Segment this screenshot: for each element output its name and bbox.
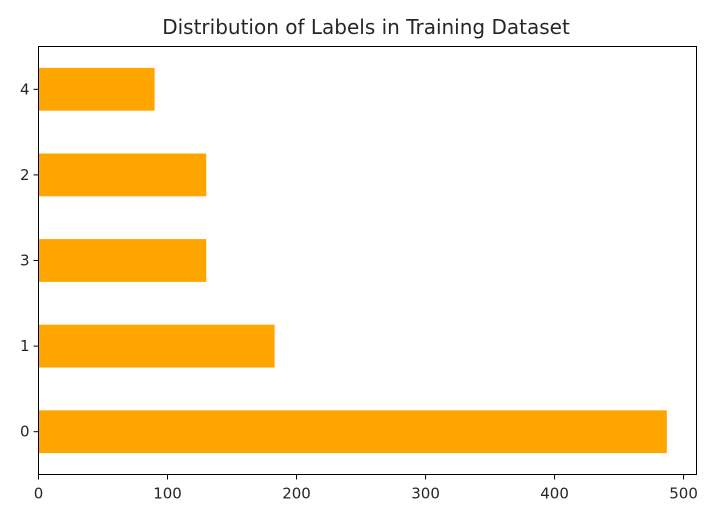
plot-frame <box>38 46 697 475</box>
bars-layer <box>38 67 667 454</box>
x-tick-label-400: 400 <box>540 485 569 503</box>
bar-3 <box>38 239 207 282</box>
bar-1 <box>38 324 275 368</box>
y-tick-label-4: 4 <box>20 80 30 98</box>
y-tick-label-0: 0 <box>20 423 30 441</box>
bar-0 <box>38 410 667 454</box>
x-tick-label-100: 100 <box>153 485 182 503</box>
x-tick-label-300: 300 <box>411 485 440 503</box>
bar-2 <box>38 153 207 197</box>
y-axis: 0 1 3 2 4 <box>20 80 39 441</box>
x-axis: 0 100 200 300 400 500 <box>34 474 698 503</box>
bar-4 <box>38 67 155 111</box>
y-tick-label-1: 1 <box>20 337 30 355</box>
x-tick-label-0: 0 <box>34 485 44 503</box>
y-tick-label-2: 2 <box>20 166 30 184</box>
x-tick-label-200: 200 <box>282 485 311 503</box>
y-tick-label-3: 3 <box>20 252 30 270</box>
chart-title: Distribution of Labels in Training Datas… <box>162 15 570 39</box>
x-tick-label-500: 500 <box>669 485 698 503</box>
